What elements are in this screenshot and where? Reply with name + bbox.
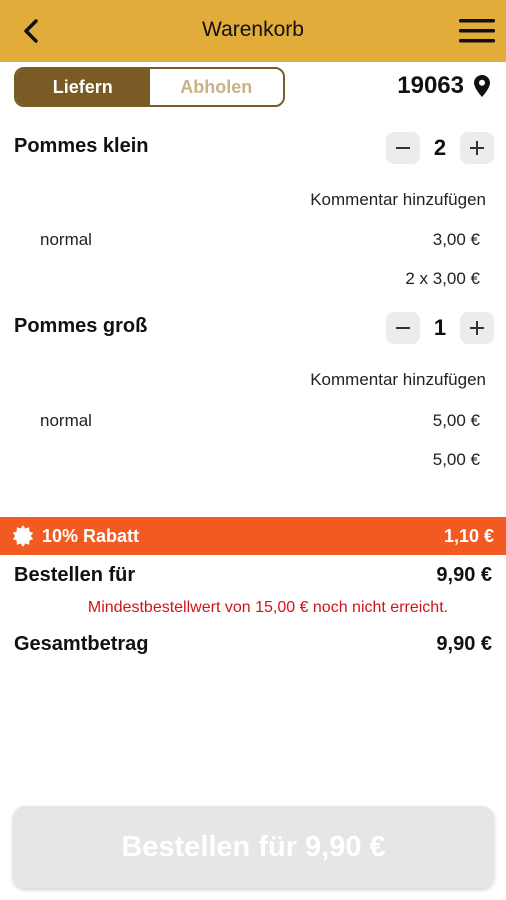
minimum-order-warning: Mindestbestellwert von 15,00 € noch nich… <box>87 599 449 616</box>
plus-icon <box>470 141 484 155</box>
app-header: Warenkorb <box>0 0 506 62</box>
back-button[interactable] <box>14 14 48 48</box>
page-title: Warenkorb <box>202 18 304 41</box>
quantity-value: 1 <box>433 315 447 340</box>
place-order-label: Bestellen für 9,90 € <box>121 830 386 863</box>
add-comment-link[interactable]: Kommentar hinzufügen <box>310 190 486 209</box>
cart-item-name: Pommes groß <box>14 315 148 337</box>
cart-item-name: Pommes klein <box>14 135 149 157</box>
total-value: 9,90 € <box>436 633 492 655</box>
deliver-option[interactable]: Liefern <box>16 69 150 105</box>
increase-button[interactable] <box>460 312 494 344</box>
menu-button[interactable] <box>458 14 496 48</box>
item-line-total: 2 x 3,00 € <box>405 269 480 288</box>
decrease-button[interactable] <box>386 132 420 164</box>
minus-icon <box>396 147 410 149</box>
item-option-label: normal <box>40 230 92 249</box>
add-comment-link[interactable]: Kommentar hinzufügen <box>310 370 486 389</box>
delivery-location[interactable]: 19063 <box>397 72 490 100</box>
quantity-stepper: 1 <box>386 312 494 344</box>
plus-icon <box>470 321 484 335</box>
map-pin-icon <box>474 75 490 97</box>
discount-label: 10% Rabatt <box>42 525 140 546</box>
postal-code: 19063 <box>397 72 464 99</box>
decrease-button[interactable] <box>386 312 420 344</box>
item-option-price: 3,00 € <box>432 230 480 249</box>
badge-icon <box>12 525 34 547</box>
quantity-value: 2 <box>433 135 447 160</box>
increase-button[interactable] <box>460 132 494 164</box>
delivery-mode-toggle: Liefern Abholen <box>14 67 285 107</box>
discount-amount: 1,10 € <box>443 525 494 546</box>
item-option-label: normal <box>40 411 92 430</box>
pickup-option[interactable]: Abholen <box>149 69 283 105</box>
hamburger-menu-icon <box>459 19 495 43</box>
item-line-total: 5,00 € <box>432 450 480 469</box>
total-label: Gesamtbetrag <box>14 633 149 655</box>
place-order-button[interactable]: Bestellen für 9,90 € <box>13 806 494 888</box>
order-for-value: 9,90 € <box>436 564 492 586</box>
quantity-stepper: 2 <box>386 132 494 164</box>
order-for-label: Bestellen für <box>14 564 136 586</box>
discount-banner: 10% Rabatt 1,10 € <box>0 517 506 555</box>
item-option-price: 5,00 € <box>432 411 480 430</box>
chevron-left-icon <box>24 19 38 43</box>
minus-icon <box>396 327 410 329</box>
